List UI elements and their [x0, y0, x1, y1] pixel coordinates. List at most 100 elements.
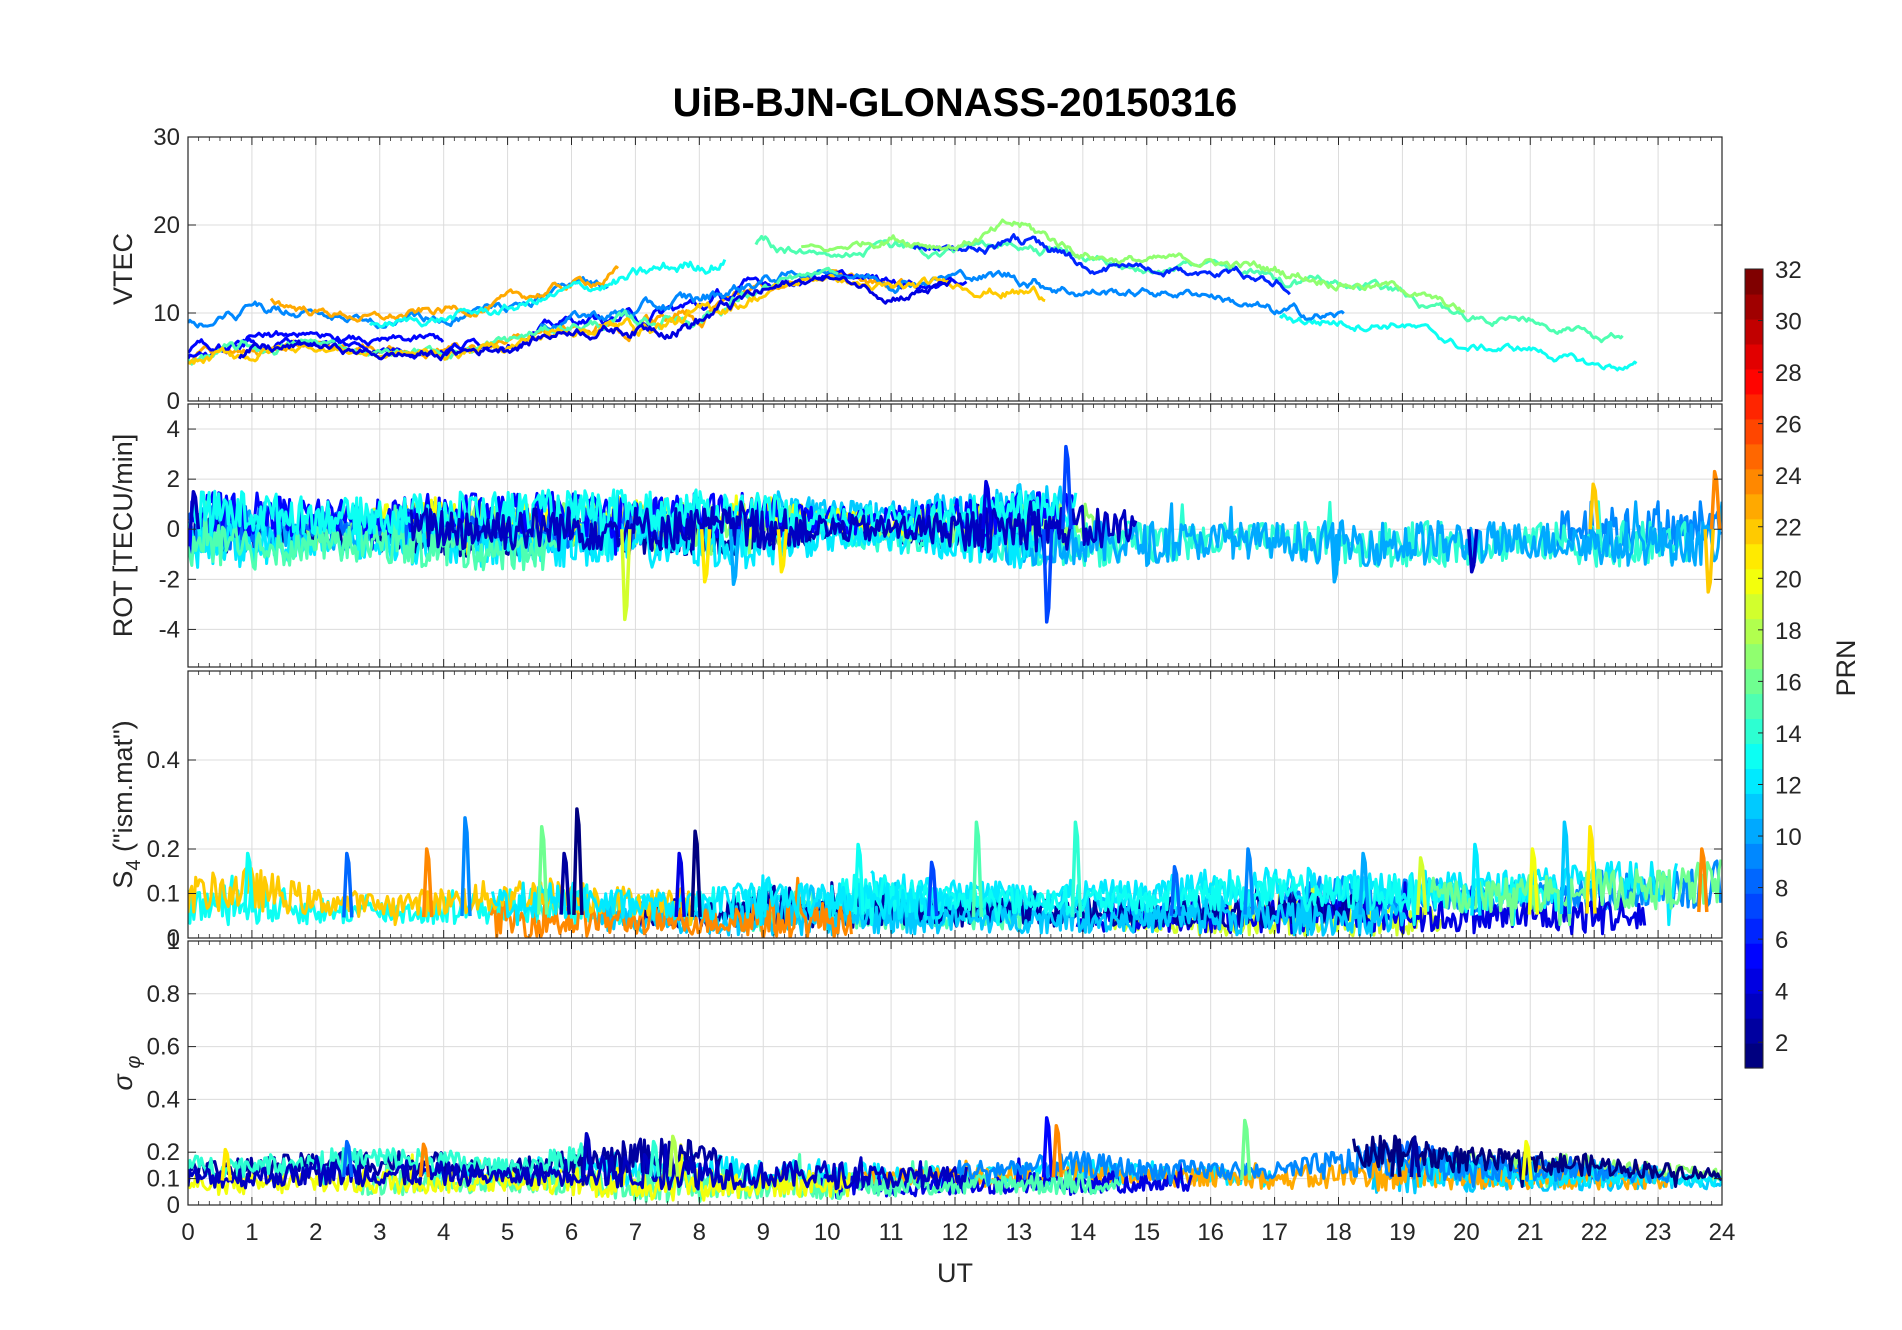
colorbar-tick-label: 32: [1775, 257, 1802, 284]
prn-trace: [986, 500, 1722, 567]
colorbar-step: [1745, 993, 1763, 1019]
colorbar-tick-label: 6: [1775, 927, 1788, 954]
colorbar-step: [1745, 718, 1763, 745]
peak-spike: [1527, 847, 1540, 915]
colorbar-tick-label: 10: [1775, 824, 1802, 851]
colorbar-tick-label: 24: [1775, 463, 1802, 490]
prn-trace: [1352, 1134, 1722, 1188]
colorbar-tick-label: 14: [1775, 721, 1802, 748]
prn-trace: [539, 268, 1345, 332]
peak-spike: [1169, 865, 1182, 917]
colorbar-step: [1745, 1043, 1763, 1069]
colorbar-frame: [1744, 268, 1764, 1069]
y-tick-label: 0: [167, 925, 180, 952]
x-tick-label: 13: [1006, 1219, 1033, 1246]
colorbar-step: [1745, 843, 1763, 869]
x-tick-label: 2: [309, 1219, 322, 1246]
peak-spike: [674, 851, 686, 917]
x-tick-label: 7: [629, 1219, 642, 1246]
panel-sigma: 00.10.20.40.60.81σ φ: [108, 928, 1723, 1219]
y-tick-label: 10: [153, 300, 180, 327]
x-tick-label: 3: [373, 1219, 386, 1246]
x-tick-label: 24: [1709, 1219, 1736, 1246]
peak-spike: [1415, 856, 1428, 916]
y-tick-label: 0.2: [147, 836, 180, 863]
colorbar-step: [1745, 893, 1763, 919]
peak-spike: [418, 1142, 431, 1178]
peak-spike: [536, 825, 549, 915]
x-tick-label: 20: [1453, 1219, 1480, 1246]
peak-spike: [1070, 820, 1083, 917]
x-axis-label: UT: [937, 1258, 973, 1288]
y-tick-label: 0.1: [147, 881, 180, 908]
peak-spike: [1697, 847, 1709, 913]
colorbar-step: [1745, 543, 1763, 570]
prn-trace: [237, 274, 952, 362]
colorbar-step: [1745, 968, 1763, 994]
y-tick-label: 0.6: [147, 1034, 180, 1061]
prn-trace: [800, 218, 1466, 314]
x-tick-label: 18: [1325, 1219, 1352, 1246]
prn-trace: [368, 259, 727, 328]
colorbar-step: [1745, 393, 1763, 420]
colorbar-tick-label: 4: [1775, 979, 1788, 1006]
colorbar-tick-label: 8: [1775, 876, 1788, 903]
x-tick-label: 23: [1645, 1219, 1672, 1246]
y-tick-label: 4: [167, 416, 180, 443]
colorbar-tick-label: 12: [1775, 772, 1802, 799]
colorbar-step: [1745, 818, 1763, 844]
traces-vtec: [188, 218, 1638, 372]
colorbar-tick-label: 26: [1775, 412, 1802, 439]
colorbar-step: [1745, 743, 1763, 769]
peak-spike: [1329, 529, 1342, 584]
y-tick-label: 0.4: [147, 747, 180, 774]
prn-trace: [835, 873, 1562, 927]
colorbar-step: [1745, 418, 1763, 445]
peak-spike: [1409, 1137, 1421, 1178]
x-tick-label: 4: [437, 1219, 450, 1246]
colorbar-step: [1745, 368, 1763, 395]
peak-spike: [853, 842, 865, 915]
prn-trace: [188, 273, 1046, 365]
y-tick-label: 0.1: [147, 1166, 180, 1193]
peak-spike: [1588, 482, 1600, 530]
peak-spike: [668, 1134, 680, 1177]
x-tick-labels: 0 1 2 3 4 5 6 7 8 9 10 11 12 13 14 15 16 17 18 19 20 21 22 23 24: [181, 1219, 1735, 1246]
y-tick-label: 0: [167, 388, 180, 415]
x-tick-label: 12: [942, 1219, 969, 1246]
x-tick-label: 17: [1261, 1219, 1288, 1246]
x-tick-label: 19: [1389, 1219, 1416, 1246]
colorbar-label: PRN: [1831, 639, 1861, 696]
y-axis-label-vtec: VTEC: [108, 233, 138, 305]
x-tick-label: 10: [814, 1219, 841, 1246]
traces-sigma: [188, 1116, 1722, 1203]
colorbar-tick-label: 30: [1775, 309, 1802, 336]
colorbar-tick-label: 2: [1775, 1030, 1788, 1057]
colorbar-tick-label: 20: [1775, 566, 1802, 593]
x-tick-label: 5: [501, 1219, 514, 1246]
peak-spike: [342, 1139, 354, 1178]
colorbar-step: [1745, 443, 1763, 470]
traces-s4: [188, 807, 1722, 938]
y-tick-label: 0: [167, 516, 180, 543]
y-tick-label: -2: [159, 566, 180, 593]
y-tick-label: 30: [153, 124, 180, 151]
peak-spike: [1358, 851, 1370, 915]
colorbar-step: [1745, 593, 1763, 620]
x-tick-label: 14: [1069, 1219, 1096, 1246]
colorbar-step: [1745, 1018, 1763, 1044]
peak-spike: [1041, 529, 1054, 624]
y-tick-label: 0.4: [147, 1086, 180, 1113]
peak-spike: [1243, 847, 1255, 915]
prn-trace: [912, 233, 1291, 296]
y-axis-label-s4: S4 ("ism.mat"): [108, 720, 145, 888]
prn-trace: [409, 500, 1138, 554]
peak-spike: [1051, 1124, 1064, 1178]
colorbar-step: [1745, 868, 1763, 894]
prn-trace: [1278, 313, 1638, 372]
peak-spike: [1470, 842, 1482, 916]
traces-rot: [188, 444, 1722, 624]
prn-trace: [188, 1142, 585, 1186]
prn-trace: [188, 1143, 968, 1191]
